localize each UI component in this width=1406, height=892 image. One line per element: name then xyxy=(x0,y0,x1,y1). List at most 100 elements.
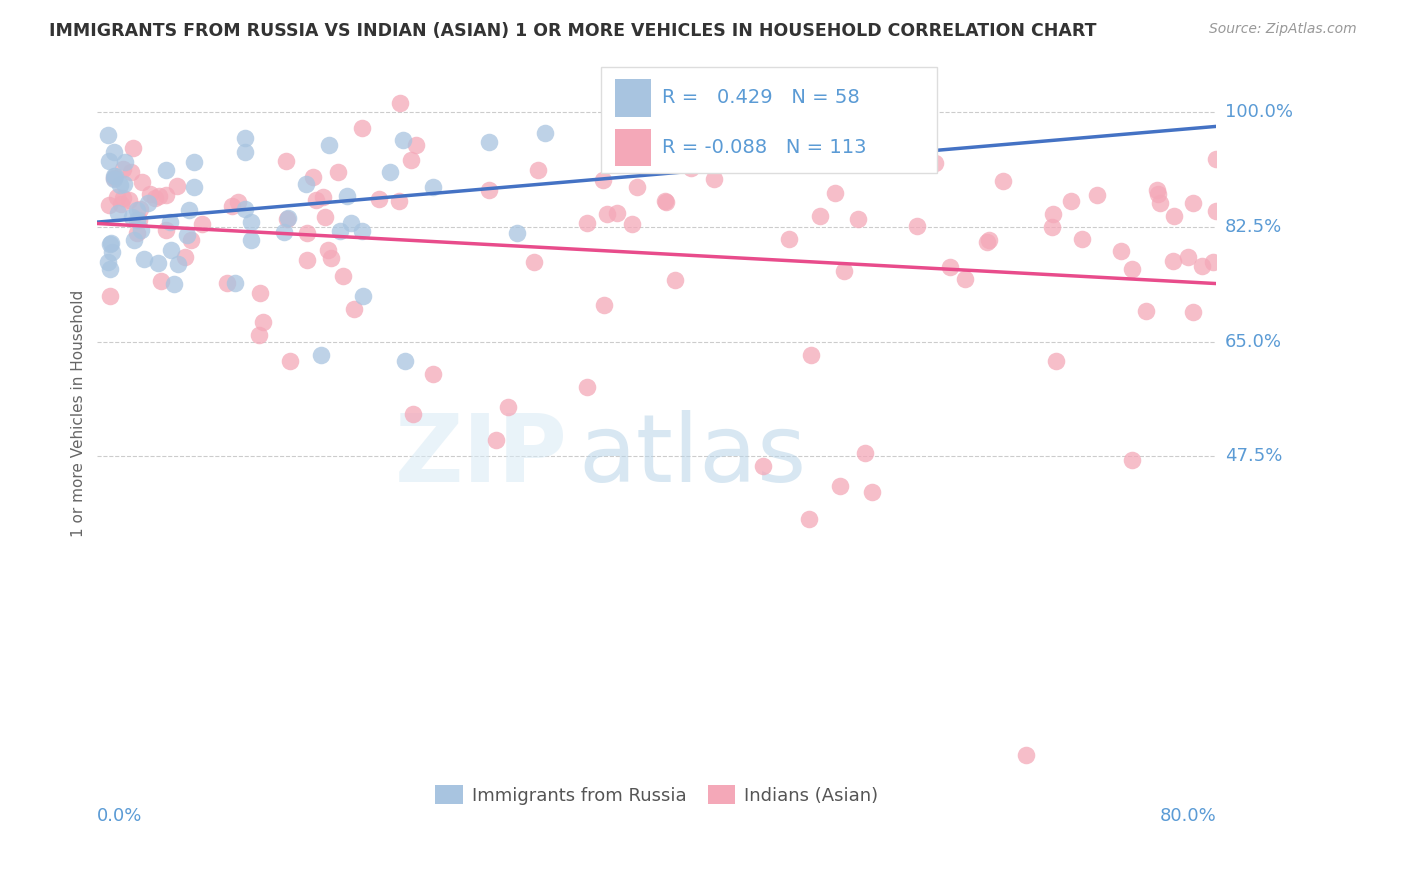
Point xyxy=(305,193,328,207)
Point xyxy=(239,215,262,229)
Point xyxy=(485,433,508,447)
Point xyxy=(955,272,977,286)
Point xyxy=(606,206,628,220)
Point xyxy=(302,169,325,184)
Point xyxy=(125,203,148,218)
FancyBboxPatch shape xyxy=(616,79,651,117)
Point xyxy=(664,273,686,287)
Point xyxy=(1060,194,1083,209)
Point xyxy=(98,154,121,169)
Point xyxy=(977,233,1000,247)
Text: ZIP: ZIP xyxy=(395,410,567,502)
Point xyxy=(309,348,332,362)
FancyBboxPatch shape xyxy=(600,67,936,173)
Point xyxy=(166,178,188,193)
Text: 82.5%: 82.5% xyxy=(1225,218,1282,235)
Point xyxy=(217,276,239,290)
Point xyxy=(617,141,640,155)
Point xyxy=(97,128,120,142)
Point xyxy=(626,180,648,194)
Point xyxy=(155,163,177,178)
Point xyxy=(1182,195,1205,210)
Point xyxy=(252,315,274,329)
Point xyxy=(125,213,148,227)
Point xyxy=(240,234,263,248)
Point xyxy=(1202,255,1225,269)
Point xyxy=(183,180,205,194)
Point xyxy=(249,285,271,300)
Point xyxy=(160,243,183,257)
Point xyxy=(328,165,350,179)
Point xyxy=(277,211,299,226)
Point xyxy=(1070,232,1092,246)
Point xyxy=(617,98,640,112)
Point xyxy=(136,196,159,211)
Point xyxy=(1161,253,1184,268)
Point xyxy=(679,161,702,175)
Point xyxy=(101,245,124,260)
Point xyxy=(1015,747,1038,762)
Point xyxy=(1149,195,1171,210)
Point xyxy=(98,237,121,252)
Point xyxy=(155,188,177,202)
Point xyxy=(174,250,197,264)
Point xyxy=(1181,305,1204,319)
Point xyxy=(131,175,153,189)
Point xyxy=(98,288,121,302)
Point xyxy=(991,174,1014,188)
Point xyxy=(853,446,876,460)
Point xyxy=(221,199,243,213)
Point xyxy=(1085,187,1108,202)
Point xyxy=(111,191,134,205)
Point xyxy=(114,155,136,169)
Point xyxy=(340,216,363,230)
Point xyxy=(125,226,148,240)
Text: R =   0.429   N = 58: R = 0.429 N = 58 xyxy=(662,88,860,107)
Point xyxy=(118,193,141,207)
Point xyxy=(274,154,297,169)
Point xyxy=(1135,304,1157,318)
Point xyxy=(800,348,823,362)
Point xyxy=(506,226,529,240)
Point xyxy=(112,161,135,176)
FancyBboxPatch shape xyxy=(616,128,651,167)
Point xyxy=(388,194,411,209)
Point xyxy=(103,172,125,186)
Point xyxy=(1205,204,1227,219)
Point xyxy=(401,153,423,168)
Point xyxy=(233,130,256,145)
Point xyxy=(110,178,132,193)
Point xyxy=(368,192,391,206)
Point xyxy=(321,251,343,265)
Point xyxy=(778,231,800,245)
Text: atlas: atlas xyxy=(578,410,807,502)
Point xyxy=(1042,207,1064,221)
Text: 47.5%: 47.5% xyxy=(1225,447,1282,466)
Point xyxy=(143,191,166,205)
Point xyxy=(620,217,643,231)
Point xyxy=(592,173,614,187)
Point xyxy=(1111,244,1133,259)
Point xyxy=(100,236,122,251)
Point xyxy=(797,511,820,525)
Point xyxy=(654,194,676,209)
Point xyxy=(336,189,359,203)
Point xyxy=(110,196,132,211)
Point xyxy=(593,298,616,312)
Point xyxy=(103,169,125,183)
Point xyxy=(350,120,373,135)
Point xyxy=(273,225,295,239)
Point xyxy=(350,224,373,238)
Point xyxy=(295,252,318,267)
Point xyxy=(976,235,998,249)
Point xyxy=(392,132,415,146)
Point xyxy=(596,207,619,221)
Point xyxy=(523,254,546,268)
Point xyxy=(120,165,142,179)
Point xyxy=(352,288,374,302)
Point xyxy=(1233,284,1256,298)
Point xyxy=(226,194,249,209)
Point xyxy=(752,459,775,474)
Point xyxy=(703,172,725,186)
Point xyxy=(534,126,557,140)
